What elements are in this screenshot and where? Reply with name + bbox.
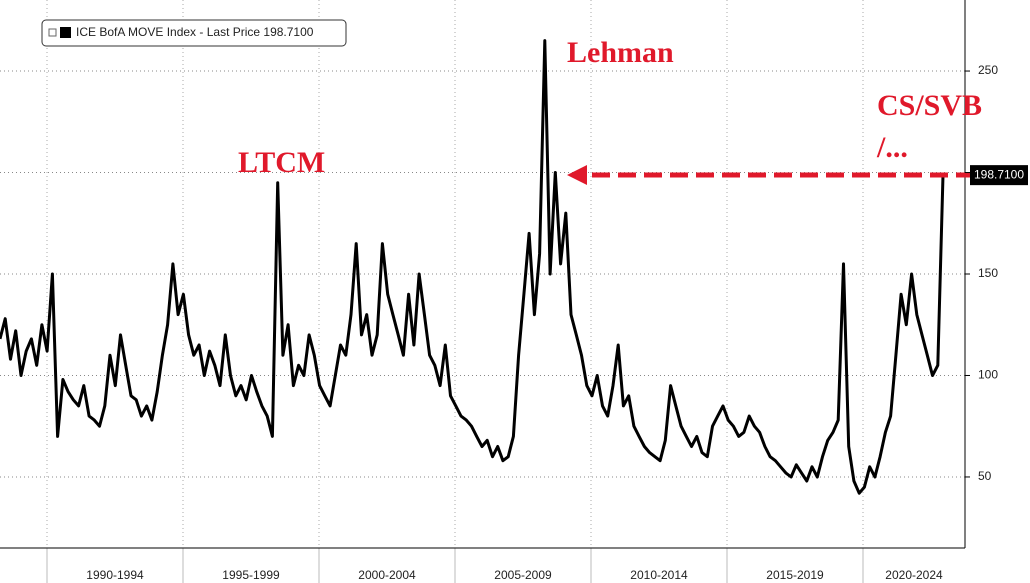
plot [0, 39, 945, 495]
annotation: CS/SVB [877, 89, 982, 122]
y-tick-label: 150 [978, 266, 998, 280]
last-price-label: 198.7100 [974, 167, 1024, 181]
x-period-label: 1995-1999 [222, 568, 280, 582]
x-period-label: 2010-2014 [630, 568, 688, 582]
arrow-head [567, 165, 587, 185]
annotation: LTCM [238, 146, 325, 179]
y-tick-label: 250 [978, 63, 998, 77]
y-axis-labels: 1990-1994 1995-1999 2000-2004 2005-2009 2010… [86, 63, 1028, 582]
x-period-label: 2015-2019 [766, 568, 824, 582]
y-tick-label: 100 [978, 368, 998, 382]
annotation: /... [876, 131, 908, 164]
annotation: Lehman [567, 36, 674, 69]
legend-label: ICE BofA MOVE Index - Last Price 198.710… [76, 25, 314, 39]
series-line [0, 39, 945, 495]
legend-swatch [60, 27, 71, 38]
y-tick-label: 50 [978, 469, 992, 483]
x-period-label: 2005-2009 [494, 568, 552, 582]
x-period-label: 2000-2004 [358, 568, 416, 582]
legend-box [41, 19, 347, 47]
x-period-label: 2020-2024 [885, 568, 943, 582]
legend-toggle [48, 28, 57, 37]
last-price-tag [970, 165, 1028, 186]
legend: ICE BofA MOVE Index - Last Price 198.710… [41, 19, 347, 47]
x-period-label: 1990-1994 [86, 568, 144, 582]
